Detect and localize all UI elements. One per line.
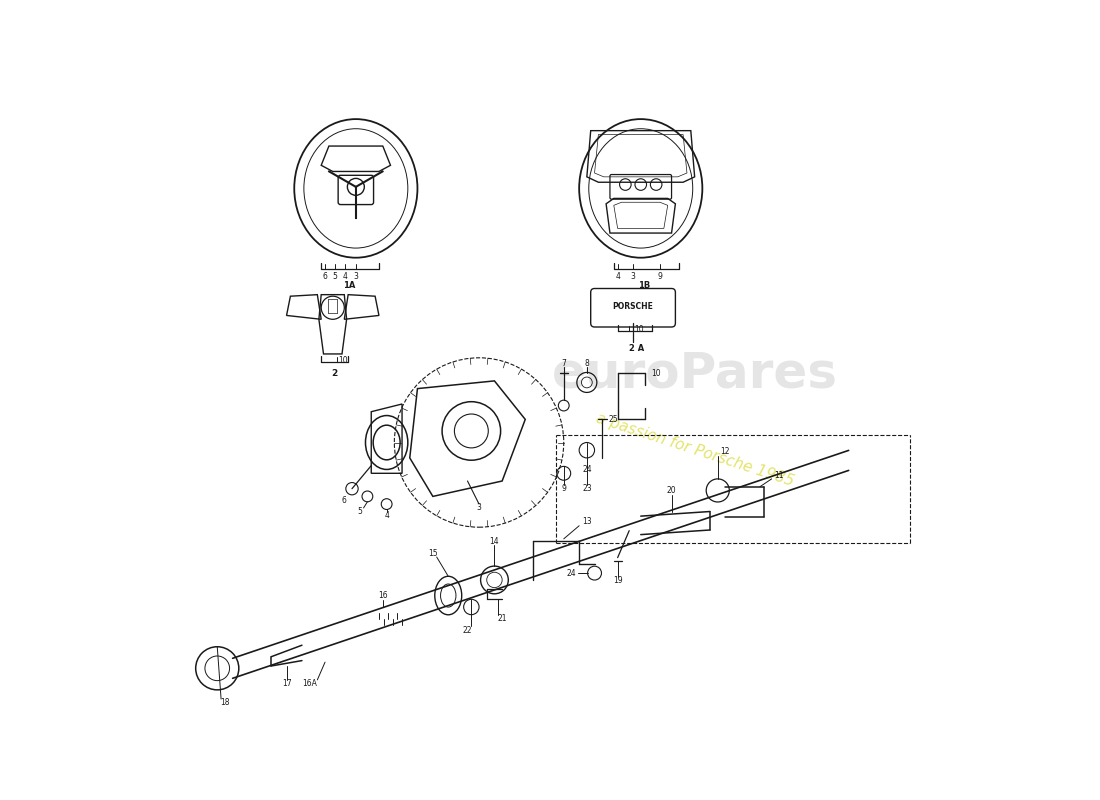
Text: 2 A: 2 A <box>629 344 645 353</box>
Text: 23: 23 <box>582 484 592 493</box>
Text: 1A: 1A <box>343 281 356 290</box>
Text: 5: 5 <box>332 273 338 282</box>
Text: 12: 12 <box>720 447 730 457</box>
Text: 10: 10 <box>338 356 348 365</box>
Text: euroPares: euroPares <box>551 349 838 397</box>
Text: 6: 6 <box>322 273 328 282</box>
Text: 2: 2 <box>331 369 338 378</box>
Text: 15: 15 <box>428 549 438 558</box>
Text: 3: 3 <box>630 273 636 282</box>
Text: 24: 24 <box>582 465 592 474</box>
Text: PORSCHE: PORSCHE <box>613 302 653 310</box>
Text: 8: 8 <box>584 359 590 369</box>
Text: 10: 10 <box>635 325 643 334</box>
Text: 16A: 16A <box>302 679 317 688</box>
Text: 21: 21 <box>497 614 507 623</box>
Text: 18: 18 <box>220 698 230 707</box>
Text: 20: 20 <box>667 486 676 495</box>
Text: 3: 3 <box>476 503 482 513</box>
Text: 1B: 1B <box>638 281 651 290</box>
Text: 24: 24 <box>566 569 576 578</box>
Text: 5: 5 <box>358 507 362 516</box>
Text: a passion for Porsche 1985: a passion for Porsche 1985 <box>594 411 795 490</box>
Text: 4: 4 <box>342 273 348 282</box>
Text: 3: 3 <box>353 273 359 282</box>
Text: 22: 22 <box>463 626 472 634</box>
Text: 14: 14 <box>490 537 499 546</box>
Text: 13: 13 <box>582 518 592 526</box>
Text: 9: 9 <box>658 273 662 282</box>
Text: 4: 4 <box>384 511 389 520</box>
Text: 11: 11 <box>774 470 784 479</box>
Text: 25: 25 <box>609 415 618 424</box>
Text: 10: 10 <box>651 369 661 378</box>
Text: 19: 19 <box>613 576 623 586</box>
Text: 4: 4 <box>615 273 620 282</box>
Text: 7: 7 <box>561 359 566 369</box>
Text: 6: 6 <box>342 496 346 505</box>
Text: 17: 17 <box>282 679 292 688</box>
Text: 9: 9 <box>561 484 566 493</box>
Text: 16: 16 <box>378 591 387 600</box>
